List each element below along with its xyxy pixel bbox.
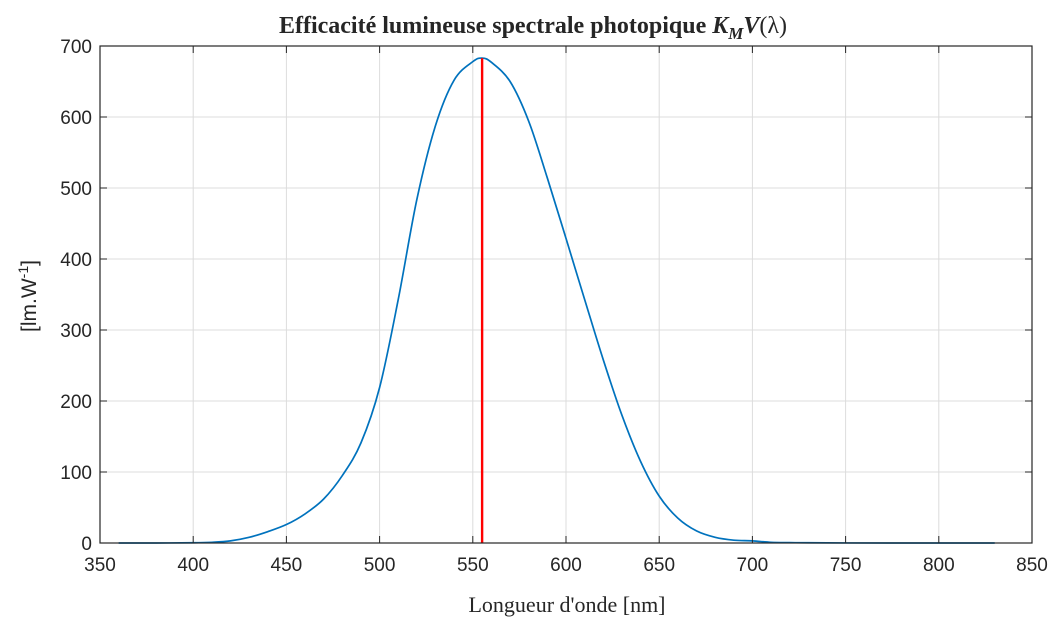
x-axis-label: Longueur d'onde [nm] bbox=[468, 592, 665, 617]
x-tick-label: 850 bbox=[1016, 555, 1048, 576]
x-tick-label: 600 bbox=[550, 555, 582, 576]
grid bbox=[100, 46, 1032, 543]
y-tick-label: 700 bbox=[60, 37, 92, 58]
chart-title-argument: (λ) bbox=[759, 13, 787, 39]
chart-title-text: Efficacité lumineuse spectrale photopiqu… bbox=[279, 13, 712, 39]
x-tick-labels: 350 400 450 500 550 600 650 700 750 800 850 bbox=[84, 555, 1048, 576]
y-tick-label: 400 bbox=[60, 250, 92, 271]
y-axis-label-close: ] bbox=[18, 260, 41, 266]
chart-title: Efficacité lumineuse spectrale photopiqu… bbox=[279, 13, 787, 43]
y-tick-label: 100 bbox=[60, 463, 92, 484]
x-tick-label: 450 bbox=[271, 555, 303, 576]
y-axis-label: [lm.W-1] bbox=[15, 260, 41, 332]
series-layer bbox=[118, 57, 995, 544]
y-tick-label: 500 bbox=[60, 179, 92, 200]
chart-title-symbol-k: K bbox=[711, 13, 730, 39]
ticks bbox=[99, 45, 1033, 544]
x-tick-label: 400 bbox=[177, 555, 209, 576]
x-tick-label: 350 bbox=[84, 555, 116, 576]
y-tick-label: 600 bbox=[60, 108, 92, 129]
y-axis-label-base: [lm.W bbox=[18, 278, 41, 332]
x-tick-label: 800 bbox=[923, 555, 955, 576]
y-tick-labels: 0 100 200 300 400 500 600 700 bbox=[60, 37, 92, 555]
series-line-0 bbox=[118, 57, 995, 544]
y-tick-label: 200 bbox=[60, 392, 92, 413]
chart-title-symbol-sub: M bbox=[727, 24, 744, 43]
chart-title-symbol-v: V bbox=[743, 13, 761, 39]
x-tick-label: 550 bbox=[457, 555, 489, 576]
y-axis-label-superscript: -1 bbox=[15, 266, 31, 279]
y-tick-label: 300 bbox=[60, 321, 92, 342]
y-tick-label: 0 bbox=[81, 534, 92, 555]
x-tick-label: 650 bbox=[643, 555, 675, 576]
x-tick-label: 700 bbox=[737, 555, 769, 576]
x-tick-label: 500 bbox=[364, 555, 396, 576]
x-tick-label: 750 bbox=[830, 555, 862, 576]
